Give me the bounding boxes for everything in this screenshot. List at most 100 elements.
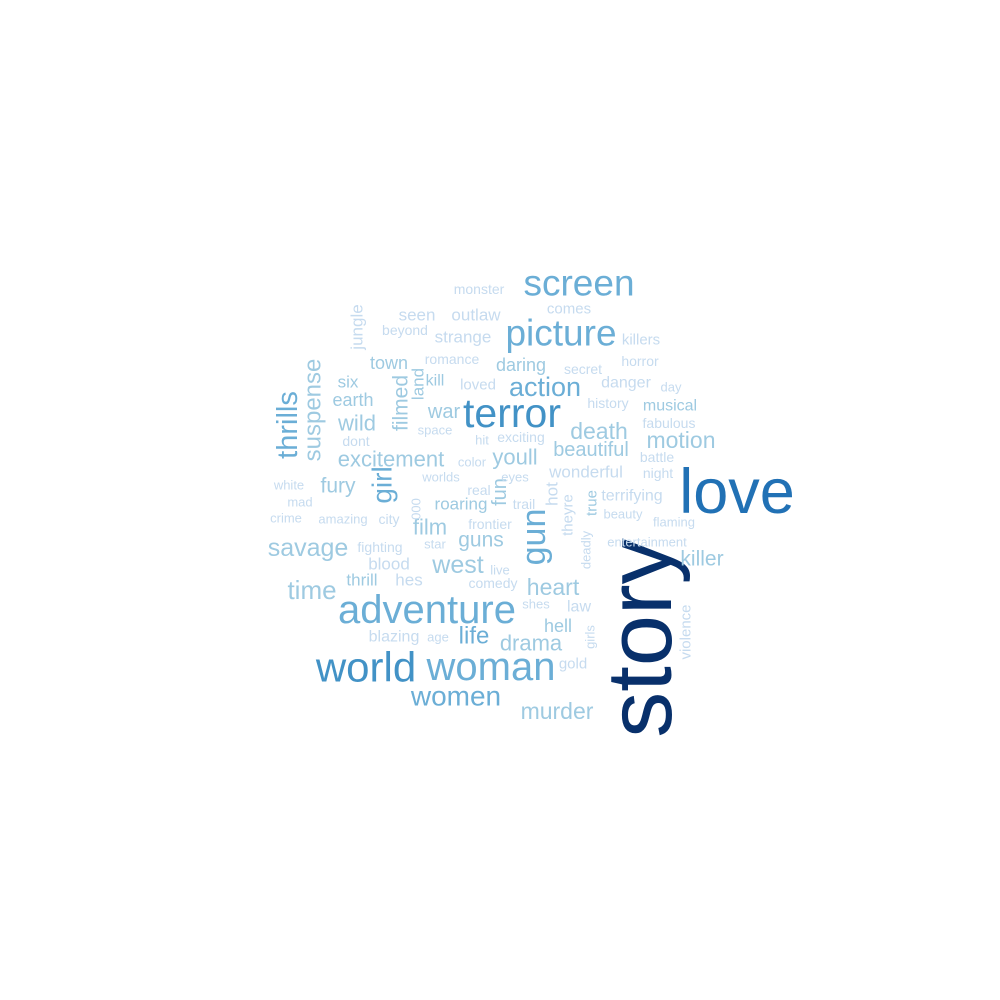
word-comes: comes (547, 301, 591, 318)
word-west: west (431, 551, 483, 579)
word-war: war (427, 401, 461, 423)
word-night: night (643, 465, 673, 481)
word-life: life (459, 623, 490, 650)
word-daring: daring (496, 355, 546, 375)
word-blood: blood (368, 555, 410, 574)
word-guns: guns (458, 529, 504, 552)
word-strange: strange (435, 328, 492, 347)
word-eyes: eyes (501, 470, 529, 485)
word-hell: hell (544, 616, 572, 636)
word-mad: mad (287, 495, 312, 510)
word-fabulous: fabulous (643, 415, 696, 431)
word-gold: gold (559, 656, 587, 673)
word-beyond: beyond (382, 322, 428, 338)
word-thrills: thrills (272, 391, 304, 459)
word-worlds: worlds (421, 470, 460, 485)
word-city: city (379, 511, 400, 527)
word-youll: youll (492, 445, 537, 470)
word-earth: earth (332, 390, 373, 410)
word-terror: terror (463, 390, 561, 436)
word-blazing: blazing (369, 629, 420, 646)
word-history: history (587, 395, 628, 411)
word-entertainment: entertainment (607, 535, 687, 550)
word-hit: hit (475, 433, 489, 448)
word-land: land (409, 368, 428, 400)
word-hot: hot (543, 482, 562, 506)
word-romance: romance (425, 351, 480, 367)
word-wonderful: wonderful (548, 463, 623, 482)
word-day: day (661, 380, 682, 395)
word-death: death (570, 418, 628, 444)
word-girls: girls (583, 625, 598, 649)
word-women: women (410, 681, 501, 712)
word-motion: motion (646, 427, 715, 453)
word-battle: battle (640, 449, 674, 465)
word-hes: hes (395, 571, 422, 590)
word-star: star (424, 537, 446, 552)
word-deadly: deadly (579, 530, 594, 569)
word-white: white (273, 478, 304, 493)
word-000: 000 (409, 498, 424, 520)
word-murder: murder (521, 698, 594, 724)
word-shes: shes (522, 597, 550, 612)
word-amazing: amazing (318, 512, 367, 527)
word-drama: drama (500, 631, 563, 656)
word-gun: gun (515, 509, 553, 566)
word-heart: heart (527, 574, 580, 600)
word-terrifying: terrifying (601, 488, 662, 505)
word-roaring: roaring (435, 495, 488, 514)
word-seen: seen (399, 306, 436, 325)
word-action: action (509, 372, 581, 402)
word-outlaw: outlaw (451, 306, 501, 325)
word-violence: violence (678, 604, 695, 659)
word-fighting: fighting (357, 539, 402, 555)
word-fun: fun (489, 478, 511, 506)
word-danger: danger (601, 375, 651, 392)
word-secret: secret (564, 361, 602, 377)
word-town: town (370, 353, 408, 373)
word-killers: killers (622, 332, 660, 349)
word-comedy: comedy (468, 575, 517, 591)
word-real: real (467, 482, 490, 498)
word-color: color (458, 455, 487, 470)
word-age: age (427, 630, 449, 645)
word-live: live (490, 563, 510, 578)
word-time: time (287, 575, 336, 605)
word-wild: wild (337, 411, 376, 436)
word-excitement: excitement (338, 447, 444, 472)
word-beautiful: beautiful (553, 439, 629, 461)
word-trail: trail (513, 496, 536, 512)
word-theyre: theyre (560, 494, 577, 536)
word-story: story (589, 538, 691, 737)
word-horror: horror (621, 353, 659, 369)
word-screen: screen (523, 263, 634, 304)
word-dont: dont (342, 433, 369, 449)
word-flaming: flaming (653, 515, 695, 530)
word-world: world (315, 644, 416, 691)
word-filmed: filmed (390, 375, 413, 431)
word-musical: musical (643, 398, 697, 415)
word-crime: crime (270, 511, 302, 526)
word-true: true (584, 490, 601, 516)
word-exciting: exciting (497, 429, 544, 445)
word-kill: kill (426, 373, 445, 390)
word-law: law (567, 599, 591, 616)
word-space: space (418, 423, 453, 438)
word-six: six (338, 373, 359, 392)
word-woman: woman (426, 645, 556, 689)
word-beauty: beauty (603, 507, 643, 522)
word-monster: monster (454, 281, 505, 297)
word-fury: fury (320, 475, 356, 498)
word-loved: loved (460, 377, 496, 394)
word-killer: killer (680, 548, 723, 571)
word-love: love (679, 457, 795, 527)
word-thrill: thrill (346, 571, 377, 590)
word-adventure: adventure (338, 588, 516, 632)
word-film: film (413, 515, 447, 540)
word-girl: girl (367, 466, 398, 503)
word-picture: picture (505, 313, 616, 354)
word-jungle: jungle (348, 304, 367, 350)
word-suspense: suspense (300, 359, 327, 462)
word-frontier: frontier (468, 516, 512, 532)
